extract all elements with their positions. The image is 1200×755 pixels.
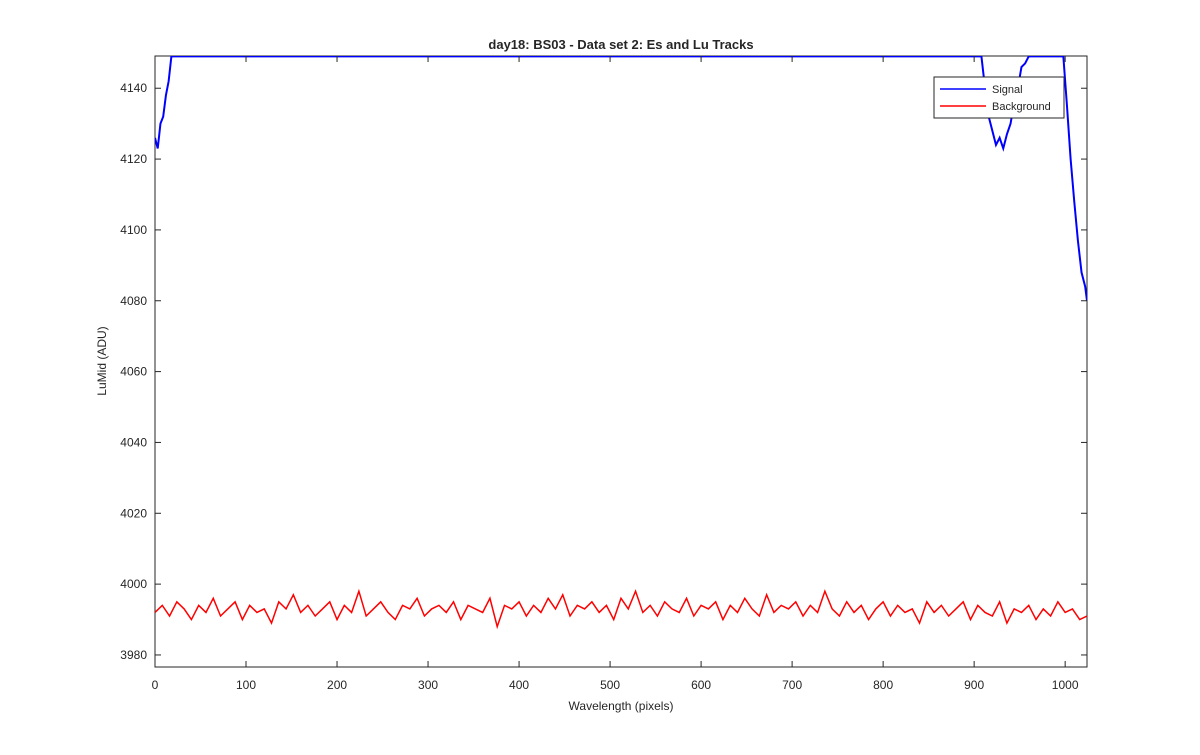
- legend-label: Background: [992, 101, 1051, 113]
- y-axis-label: LuMid (ADU): [95, 326, 109, 395]
- y-tick-label: 4140: [120, 81, 147, 95]
- x-tick-label: 0: [152, 678, 159, 692]
- x-tick-label: 100: [236, 678, 256, 692]
- y-tick-label: 4000: [120, 577, 147, 591]
- x-tick-label: 1000: [1052, 678, 1079, 692]
- x-tick-label: 400: [509, 678, 529, 692]
- x-axis-label: Wavelength (pixels): [569, 699, 674, 713]
- plot-area: [154, 55, 1088, 668]
- x-tick-label: 500: [600, 678, 620, 692]
- x-tick-label: 700: [782, 678, 802, 692]
- lines: [155, 56, 1087, 630]
- y-tick-label: 4080: [120, 294, 147, 308]
- y-tick-label: 4060: [120, 365, 147, 379]
- x-tick-label: 800: [873, 678, 893, 692]
- chart-title: day18: BS03 - Data set 2: Es and Lu Trac…: [488, 37, 753, 52]
- legend-box: [933, 76, 1065, 119]
- y-tick-label: 3980: [120, 648, 147, 662]
- series-line: [155, 588, 1087, 630]
- y-tick-label: 4120: [120, 152, 147, 166]
- x-tick-label: 600: [691, 678, 711, 692]
- y-tick-label: 4020: [120, 506, 147, 520]
- legend-label: Signal: [992, 84, 1023, 96]
- x-tick-label: 900: [964, 678, 984, 692]
- y-tick-label: 4100: [120, 223, 147, 237]
- x-tick-label: 300: [418, 678, 438, 692]
- y-tick-label: 4040: [120, 435, 147, 449]
- x-tick-label: 200: [327, 678, 347, 692]
- series-line: [155, 56, 1087, 301]
